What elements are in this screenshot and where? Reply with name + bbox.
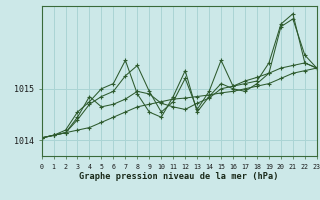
X-axis label: Graphe pression niveau de la mer (hPa): Graphe pression niveau de la mer (hPa) xyxy=(79,172,279,181)
